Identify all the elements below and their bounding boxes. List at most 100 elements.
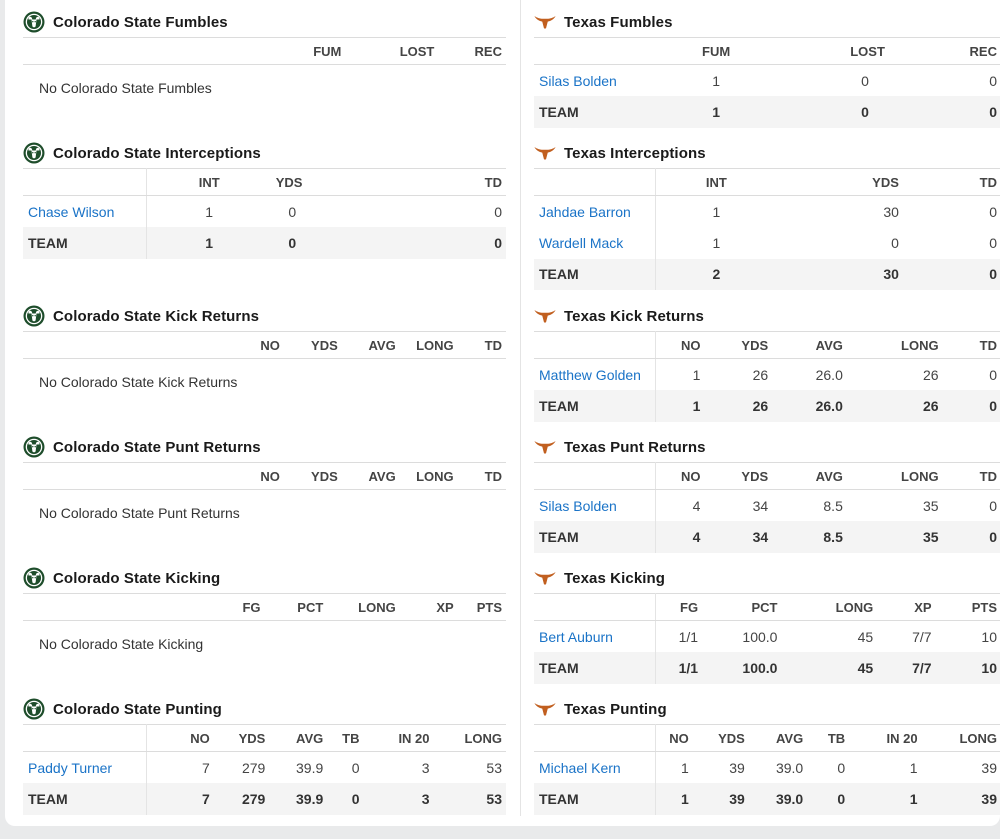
cell-yds: 0: [271, 227, 403, 259]
cell-pts: 10: [981, 628, 997, 645]
player-name[interactable]: Wardell Mack: [534, 227, 656, 259]
header-rec: REC: [438, 37, 506, 65]
section-header: Colorado State Interceptions: [23, 138, 506, 168]
cell-pts: 10: [935, 652, 1000, 684]
player-name[interactable]: Paddy Turner: [23, 751, 147, 783]
cell-long: 39: [921, 783, 1000, 815]
header-td: TD: [902, 168, 1000, 196]
cell-yds: 34: [704, 521, 773, 553]
csu-ram-logo-icon: [23, 698, 45, 720]
player-name[interactable]: Silas Bolden: [534, 489, 656, 521]
colorado-interceptions-section: Colorado State Interceptions INT YDS TD …: [23, 138, 506, 259]
section-title: Colorado State Interceptions: [53, 144, 261, 162]
fumbles-table: FUM LOST REC Silas Bolden 1 0 0 TEAM 1 0: [534, 37, 1000, 128]
header-name: [23, 168, 147, 196]
team-label: TEAM: [534, 652, 656, 684]
empty-message: No Colorado State Punt Returns: [39, 505, 240, 521]
cell-yds: 0: [288, 203, 297, 220]
cell-no: 7: [201, 759, 210, 776]
header-pts: PTS: [935, 593, 1000, 621]
player-link[interactable]: Silas Bolden: [539, 497, 617, 514]
cell-avg: 8.5: [772, 521, 847, 553]
player-link[interactable]: Matthew Golden: [539, 366, 641, 383]
team-label: TEAM: [534, 390, 656, 422]
cell-xp: 7/7: [877, 652, 936, 684]
cell-int: 2: [655, 258, 777, 290]
colorado-kicking-section: Colorado State Kicking FG PCT LONG XP PT…: [23, 563, 506, 667]
csu-ram-logo-icon: [23, 567, 45, 589]
header-fum: FUM: [293, 37, 362, 65]
player-link[interactable]: Silas Bolden: [539, 72, 617, 89]
player-name[interactable]: Bert Auburn: [534, 620, 656, 652]
player-name[interactable]: Matthew Golden: [534, 358, 656, 390]
section-title: Texas Kicking: [564, 569, 666, 587]
empty-message: No Colorado State Fumbles: [39, 80, 212, 96]
cell-yds: 34: [752, 497, 769, 514]
player-link[interactable]: Bert Auburn: [539, 628, 613, 645]
texas-longhorn-logo-icon: [534, 567, 556, 589]
cell-fum: 1: [712, 72, 720, 89]
header-td: TD: [402, 168, 506, 196]
header-lost: LOST: [776, 37, 903, 65]
player-link[interactable]: Paddy Turner: [28, 759, 113, 776]
cell-rec: 0: [902, 96, 1000, 128]
header-xp: XP: [877, 593, 936, 621]
header-name: [23, 331, 226, 359]
cell-long: 26: [923, 366, 939, 383]
cell-avg: 39.9: [296, 759, 324, 776]
kicking-table: FG PCT LONG XP PTS Bert Auburn 1/1 100.0…: [534, 593, 1000, 684]
header-name: [534, 462, 656, 490]
cell-long: 45: [857, 628, 874, 645]
cell-long: 53: [433, 783, 506, 815]
table-row: Silas Bolden 1 0 0: [534, 65, 1000, 97]
player-link[interactable]: Michael Kern: [539, 759, 621, 776]
colorado-punt-returns-section: Colorado State Punt Returns NO YDS AVG L…: [23, 432, 506, 536]
colorado-punting-section: Colorado State Punting NO YDS AVG TB IN …: [23, 694, 506, 815]
section-title: Colorado State Punting: [53, 700, 222, 718]
header-long: LONG: [399, 462, 458, 490]
section-header: Colorado State Kicking: [23, 563, 506, 593]
header-avg: AVG: [748, 724, 808, 752]
cell-no: 1: [680, 759, 689, 776]
player-name[interactable]: Michael Kern: [534, 751, 656, 783]
player-name[interactable]: Chase Wilson: [23, 195, 147, 227]
cell-in20: 3: [363, 783, 434, 815]
texas-longhorn-logo-icon: [534, 436, 556, 458]
table-row: Michael Kern 1 39 39.0 0 1 39: [534, 751, 1000, 783]
section-header: Texas Punt Returns: [534, 432, 1000, 462]
player-link[interactable]: Chase Wilson: [28, 203, 115, 220]
section-title: Texas Punting: [564, 700, 667, 718]
header-long: LONG: [433, 724, 506, 752]
column-divider: [520, 0, 521, 816]
kick-returns-table: NO YDS AVG LONG TD Matthew Golden 1 26 2…: [534, 331, 1000, 422]
cell-td: 0: [942, 390, 1000, 422]
cell-fg: 1/1: [655, 652, 703, 684]
player-link[interactable]: Jahdae Barron: [539, 203, 631, 220]
cell-int: 1: [712, 203, 721, 220]
player-name[interactable]: Jahdae Barron: [534, 195, 656, 227]
player-name[interactable]: Silas Bolden: [534, 65, 655, 97]
header-avg: AVG: [269, 724, 328, 752]
texas-interceptions-section: Texas Interceptions INT YDS TD Jahdae Ba…: [534, 138, 1000, 290]
cell-in20: 3: [421, 759, 430, 776]
fumbles-table: FUM LOST REC: [23, 37, 506, 65]
cell-td: 0: [494, 203, 502, 220]
cell-yds: 26: [752, 366, 769, 383]
header-long: LONG: [846, 462, 943, 490]
team-total-row: TEAM 7 279 39.9 0 3 53: [23, 783, 506, 815]
kicking-table: FG PCT LONG XP PTS: [23, 593, 506, 621]
header-fg: FG: [196, 593, 265, 621]
texas-punting-section: Texas Punting NO YDS AVG TB IN 20 LONG M…: [534, 694, 1000, 815]
header-name: [23, 37, 294, 65]
texas-punt-returns-section: Texas Punt Returns NO YDS AVG LONG TD Si…: [534, 432, 1000, 553]
section-header: Texas Interceptions: [534, 138, 1000, 168]
header-long: LONG: [921, 724, 1000, 752]
header-long: LONG: [399, 331, 458, 359]
cell-td: 0: [989, 497, 997, 514]
cell-avg: 39.9: [269, 783, 328, 815]
player-link[interactable]: Wardell Mack: [539, 234, 624, 251]
texas-longhorn-logo-icon: [534, 698, 556, 720]
punt-returns-table: NO YDS AVG LONG TD: [23, 462, 506, 490]
cell-pct: 100.0: [702, 652, 782, 684]
cell-yds: 279: [213, 783, 270, 815]
